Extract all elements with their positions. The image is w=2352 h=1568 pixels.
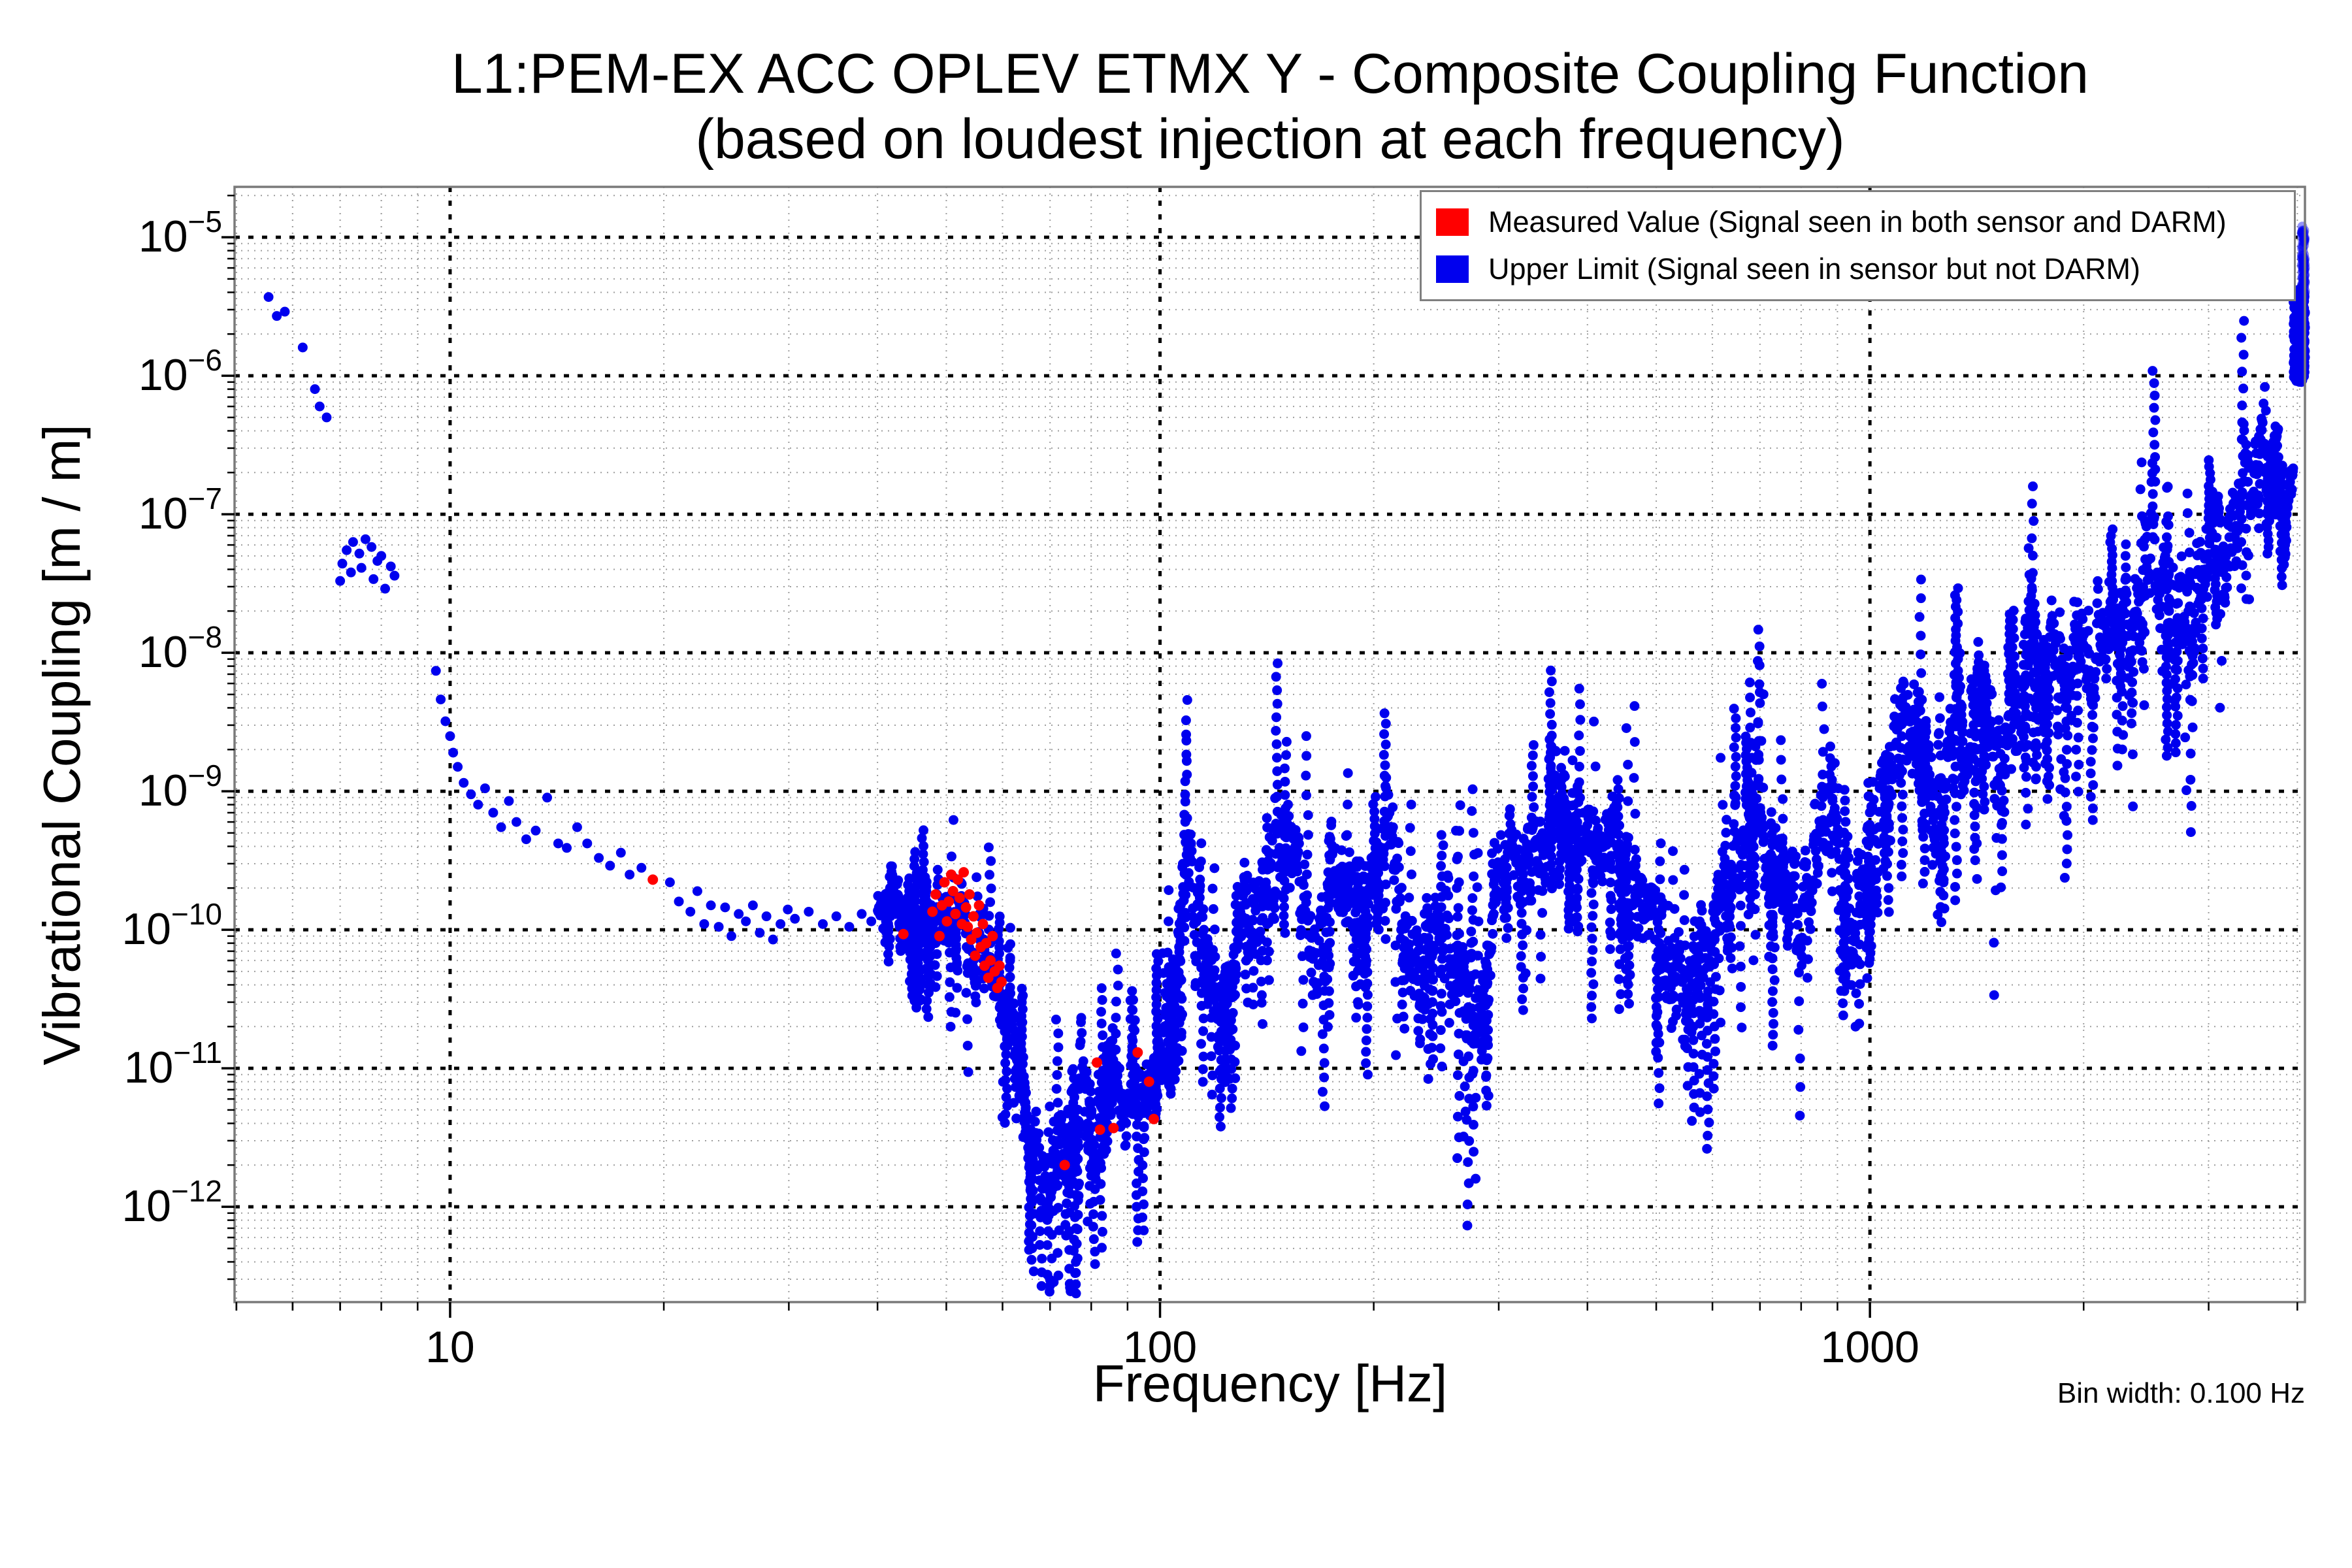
- legend-label-upper-limit: Upper Limit (Signal seen in sensor but n…: [1488, 252, 2140, 286]
- chart-title: L1:PEM-EX ACC OPLEV ETMX Y - Composite C…: [451, 42, 2089, 105]
- legend-item-upper-limit: Upper Limit (Signal seen in sensor but n…: [1436, 252, 2287, 286]
- chart-subtitle: (based on loudest injection at each freq…: [695, 108, 1845, 171]
- x-axis-label: Frequency [Hz]: [1092, 1354, 1448, 1413]
- legend-label-measured-value: Measured Value (Signal seen in both sens…: [1488, 205, 2227, 238]
- bin-width-annotation: Bin width: 0.100 Hz: [2057, 1377, 2305, 1409]
- y-axis-label: Vibrational Coupling [m / m]: [33, 424, 91, 1066]
- legend: Measured Value (Signal seen in both sens…: [1420, 190, 2296, 301]
- upper-limit-swatch: [1436, 255, 1469, 283]
- measured-value-swatch: [1436, 208, 1469, 236]
- legend-item-measured-value: Measured Value (Signal seen in both sens…: [1436, 205, 2287, 239]
